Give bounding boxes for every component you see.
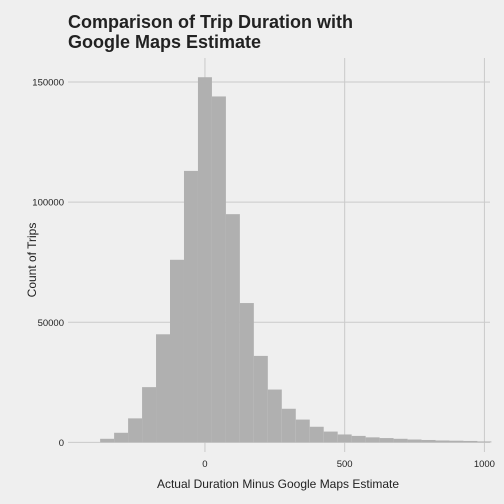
histogram-bar	[128, 418, 143, 443]
histogram-bar	[211, 96, 226, 443]
bar-layer	[100, 77, 492, 443]
histogram-bar	[100, 438, 115, 443]
histogram-bar	[449, 440, 464, 443]
histogram-bar	[225, 214, 240, 443]
chart-title-line-1: Comparison of Trip Duration with	[68, 12, 353, 32]
histogram-bar	[170, 259, 184, 443]
x-axis-label: Actual Duration Minus Google Maps Estima…	[156, 477, 400, 491]
tick-layer: 0 50000 100000 150000 0 500 1000	[32, 78, 495, 470]
histogram-bar	[309, 426, 324, 443]
histogram-bar	[435, 440, 450, 443]
y-tick-label: 0	[59, 438, 64, 449]
histogram-bar	[351, 435, 366, 443]
y-tick-label: 100000	[32, 198, 64, 209]
histogram-bar	[393, 438, 408, 443]
histogram-bar	[407, 439, 422, 443]
histogram-bar	[323, 431, 338, 443]
histogram-bar	[337, 434, 352, 443]
histogram-bar	[114, 432, 129, 443]
histogram-bar	[463, 440, 478, 443]
histogram-bar	[239, 303, 254, 443]
histogram-bar	[156, 334, 171, 443]
histogram-bar	[183, 170, 198, 443]
chart-title-line-2: Google Maps Estimate	[68, 32, 262, 52]
x-tick-label: 500	[337, 459, 353, 470]
histogram-bar	[142, 387, 157, 443]
histogram-bar	[267, 389, 282, 443]
x-tick-label: 1000	[474, 459, 495, 470]
x-tick-label: 0	[202, 459, 207, 470]
histogram-bar	[379, 438, 394, 443]
histogram-bar	[365, 437, 380, 443]
histogram-bar	[253, 355, 268, 443]
histogram-bar	[281, 408, 296, 443]
histogram-bar	[477, 441, 492, 443]
y-tick-label: 50000	[38, 318, 64, 329]
histogram-bar	[197, 77, 212, 443]
y-tick-label: 150000	[32, 78, 64, 89]
histogram-bar	[421, 439, 436, 443]
histogram-bar	[295, 419, 310, 443]
y-axis-label: Count of Trips	[25, 222, 39, 298]
